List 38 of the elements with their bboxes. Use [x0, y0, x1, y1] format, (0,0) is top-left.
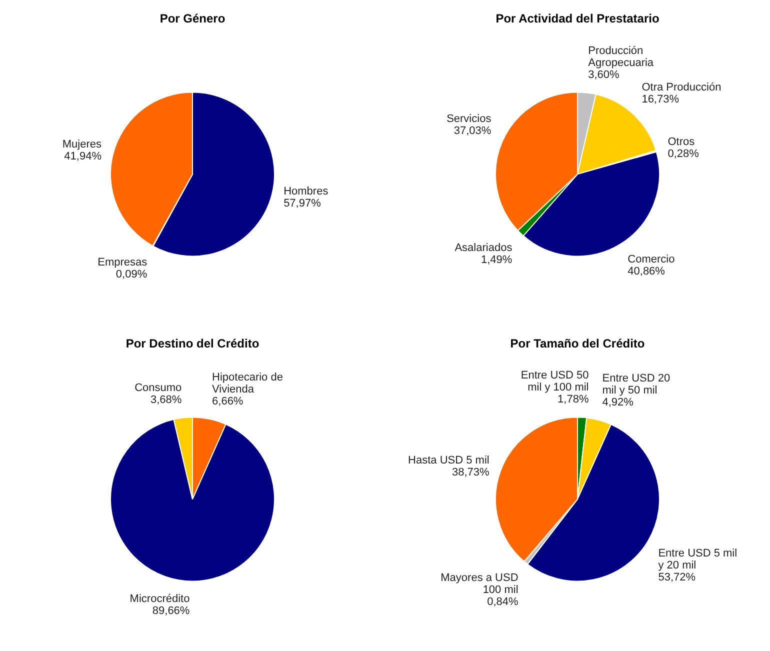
slice-label: Empresas: [98, 256, 148, 269]
chart-title: Por Género: [160, 12, 226, 26]
chart-title: Por Tamaño del Crédito: [510, 336, 645, 351]
data-label: 1,78%: [558, 393, 589, 406]
data-label: 4,92%: [602, 396, 634, 409]
slice-label: Producción Agropecuaria: [588, 44, 654, 69]
slice-label: Asalariados: [454, 242, 513, 254]
chart-title: Por Destino del Crédito: [126, 336, 260, 351]
slice-label: Servicios: [446, 112, 492, 125]
data-label: 6,66%: [212, 395, 244, 408]
slice-label: Consumo: [134, 382, 182, 394]
slice-label: Microcrédito: [130, 592, 190, 605]
slice-label: Mayores a USD 100 mil: [440, 572, 518, 596]
data-label: 41,94%: [64, 150, 102, 163]
slice-label: Otros: [668, 136, 696, 148]
slice-label: Hipotecario de Vivienda: [212, 371, 283, 396]
data-label: 3,60%: [588, 68, 620, 81]
data-label: 16,73%: [642, 94, 680, 106]
data-label: 37,03%: [454, 124, 492, 137]
data-label: 0,09%: [116, 268, 148, 281]
slice-label: Entre USD 50 mil y 100 mil: [520, 369, 589, 394]
slice-label: Hombres: [284, 186, 329, 198]
slice-label: Mujeres: [62, 138, 102, 151]
data-label: 53,72%: [658, 571, 696, 584]
slice-label: Hasta USD 5 mil: [408, 454, 490, 467]
data-label: 40,86%: [628, 266, 666, 278]
data-label: 1,49%: [481, 254, 512, 266]
data-label: 38,73%: [452, 466, 490, 479]
data-label: 0,84%: [487, 596, 518, 608]
slice-label: Entre USD 20 mil y 50 mil: [602, 372, 670, 397]
data-label: 0,28%: [668, 148, 700, 160]
chart-title: Por Actividad del Prestatario: [496, 12, 660, 26]
data-label: 3,68%: [150, 394, 182, 406]
slice-label: Otra Producción: [642, 82, 722, 94]
slice-label: Entre USD 5 mil y 20 mil: [658, 547, 738, 572]
data-label: 89,66%: [152, 604, 190, 617]
slice-label: Comercio: [628, 254, 675, 266]
data-label: 57,97%: [284, 198, 322, 210]
